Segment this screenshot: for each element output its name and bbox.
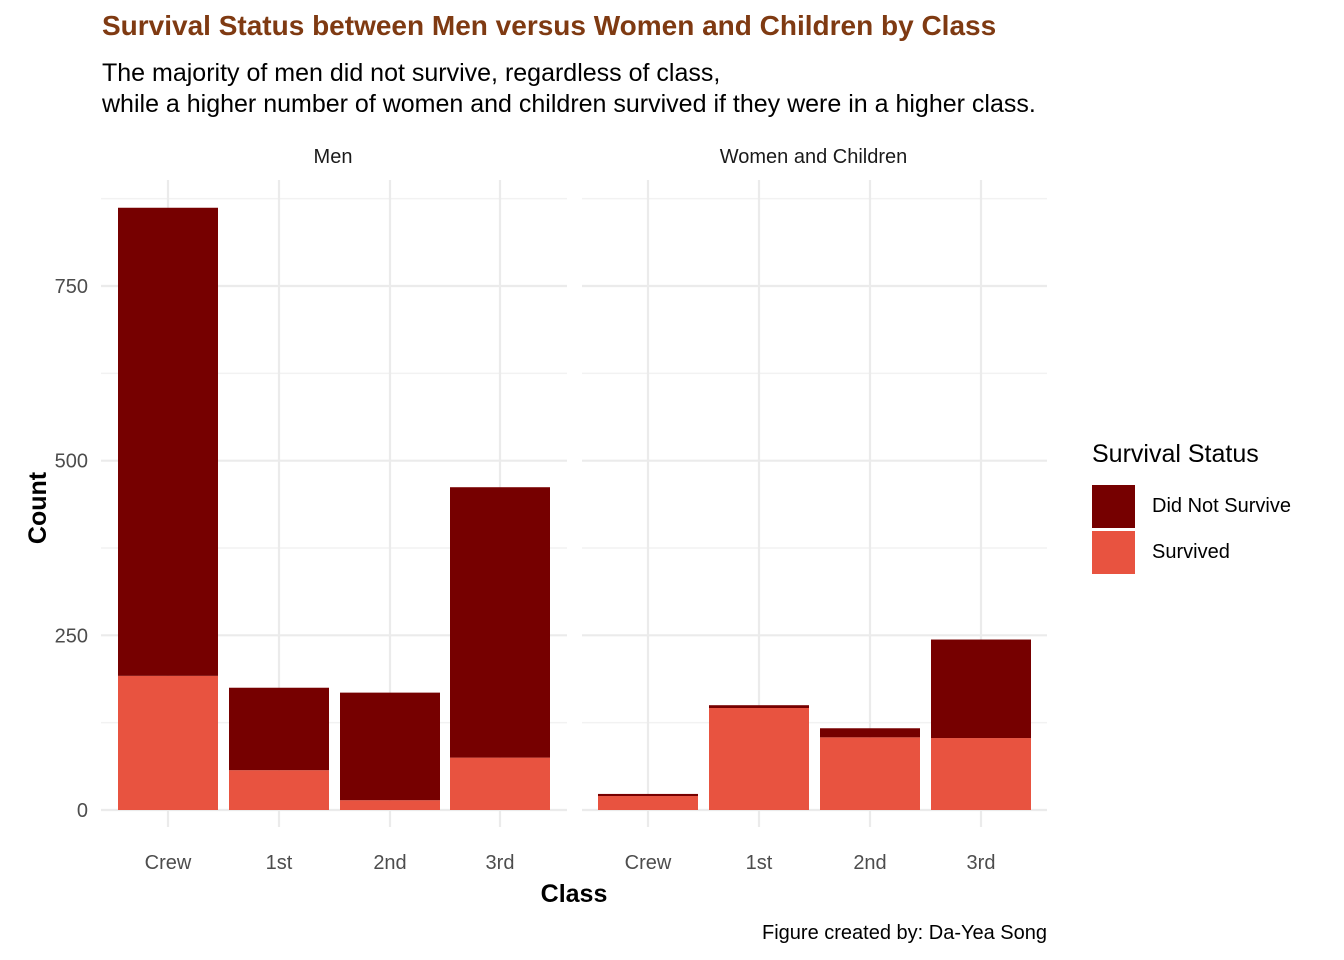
bar-survived (931, 738, 1031, 810)
chart-title: Survival Status between Men versus Women… (102, 10, 997, 41)
y-tick-label: 0 (77, 800, 88, 822)
x-tick-label: 3rd (967, 852, 996, 874)
legend-label-did-not-survive: Did Not Survive (1152, 495, 1291, 517)
x-tick-label: 2nd (853, 852, 886, 874)
legend: Survival Status Did Not Survive Survived (1092, 440, 1291, 574)
x-axis-title: Class (541, 880, 608, 908)
legend-title: Survival Status (1092, 440, 1259, 468)
bar-did-not-survive (820, 728, 920, 738)
bar-survived (820, 737, 920, 810)
facet-strip-label: Men (314, 146, 353, 168)
bar-did-not-survive (229, 687, 329, 771)
y-tick-label: 500 (55, 451, 88, 473)
y-axis-title: Count (24, 471, 52, 544)
chart-subtitle: The majority of men did not survive, reg… (102, 58, 1036, 120)
legend-label-survived: Survived (1152, 541, 1230, 563)
bar-survived (118, 675, 218, 810)
bar-survived (340, 800, 440, 810)
bar-survived (598, 796, 698, 810)
bar-survived (450, 757, 550, 810)
bar-did-not-survive (118, 207, 218, 676)
legend-swatch-did-not-survive (1092, 485, 1135, 528)
x-tick-label: 1st (746, 852, 773, 874)
bar-did-not-survive (450, 487, 550, 758)
bar-did-not-survive (931, 639, 1031, 739)
legend-swatch-survived (1092, 531, 1135, 574)
x-tick-label: 1st (266, 852, 293, 874)
bar-survived (709, 707, 809, 810)
bar-did-not-survive (709, 705, 809, 708)
y-tick-label: 750 (55, 276, 88, 298)
bar-did-not-survive (340, 692, 440, 801)
x-tick-label: 2nd (373, 852, 406, 874)
subtitle-line-2: while a higher number of women and child… (102, 90, 1036, 118)
y-tick-label: 250 (55, 625, 88, 647)
x-tick-label: Crew (625, 852, 672, 874)
x-tick-label: Crew (145, 852, 192, 874)
subtitle-line-1: The majority of men did not survive, reg… (102, 59, 721, 87)
x-tick-label: 3rd (486, 852, 515, 874)
figure-caption: Figure created by: Da-Yea Song (762, 922, 1047, 944)
facet-strip-label: Women and Children (720, 146, 908, 168)
bar-survived (229, 770, 329, 810)
bar-did-not-survive (598, 793, 698, 797)
